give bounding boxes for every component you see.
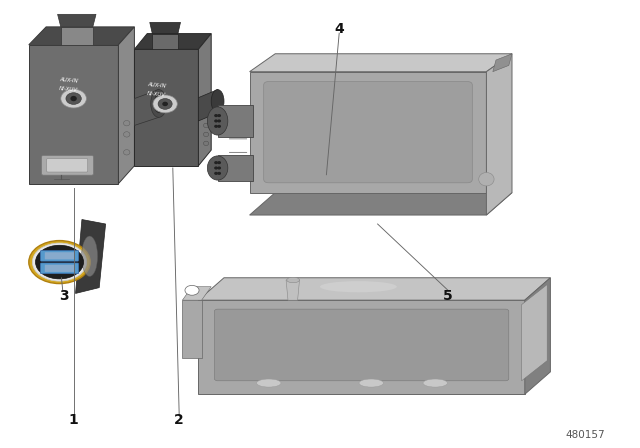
FancyBboxPatch shape — [45, 265, 74, 272]
Ellipse shape — [217, 120, 221, 123]
Ellipse shape — [124, 150, 130, 155]
Ellipse shape — [82, 236, 98, 276]
Ellipse shape — [204, 141, 209, 146]
Text: 480157: 480157 — [566, 431, 605, 440]
Ellipse shape — [61, 89, 86, 108]
Ellipse shape — [207, 156, 228, 180]
Polygon shape — [198, 34, 211, 166]
Ellipse shape — [154, 95, 163, 112]
Polygon shape — [250, 72, 486, 193]
Polygon shape — [486, 54, 512, 215]
Ellipse shape — [287, 277, 300, 283]
Polygon shape — [58, 14, 96, 27]
Polygon shape — [493, 54, 512, 72]
Text: 4: 4 — [334, 22, 344, 36]
Polygon shape — [525, 278, 550, 394]
Ellipse shape — [153, 95, 177, 113]
FancyBboxPatch shape — [47, 159, 88, 172]
Ellipse shape — [158, 99, 172, 109]
Polygon shape — [29, 27, 134, 45]
Ellipse shape — [207, 107, 228, 135]
Ellipse shape — [163, 102, 168, 106]
Ellipse shape — [29, 241, 90, 284]
Text: NI-XUV: NI-XUV — [59, 86, 78, 93]
Polygon shape — [29, 45, 118, 184]
Ellipse shape — [217, 161, 221, 164]
Polygon shape — [182, 287, 211, 300]
Ellipse shape — [217, 125, 221, 128]
Ellipse shape — [66, 93, 81, 104]
Ellipse shape — [151, 90, 166, 117]
Polygon shape — [198, 90, 218, 121]
Polygon shape — [152, 34, 178, 49]
Text: 2: 2 — [174, 413, 184, 427]
Polygon shape — [61, 27, 93, 45]
Ellipse shape — [320, 281, 397, 293]
Ellipse shape — [359, 379, 383, 387]
Polygon shape — [182, 300, 202, 358]
Ellipse shape — [32, 243, 87, 281]
Ellipse shape — [185, 285, 199, 295]
Ellipse shape — [217, 167, 221, 169]
Polygon shape — [218, 105, 253, 137]
Polygon shape — [134, 90, 159, 125]
Polygon shape — [76, 220, 106, 293]
Text: AUX-IN: AUX-IN — [147, 82, 166, 88]
Ellipse shape — [214, 172, 218, 175]
Ellipse shape — [214, 114, 218, 117]
FancyBboxPatch shape — [264, 82, 472, 183]
Ellipse shape — [479, 172, 494, 186]
Text: 3: 3 — [59, 289, 69, 303]
Polygon shape — [250, 54, 512, 72]
Polygon shape — [218, 155, 253, 181]
Polygon shape — [134, 34, 211, 49]
Ellipse shape — [204, 123, 209, 128]
Ellipse shape — [257, 379, 281, 387]
FancyBboxPatch shape — [40, 250, 79, 261]
Ellipse shape — [423, 379, 447, 387]
Polygon shape — [522, 284, 547, 381]
Ellipse shape — [214, 161, 218, 164]
Ellipse shape — [214, 125, 218, 128]
Text: AUX-IN: AUX-IN — [59, 78, 78, 84]
Ellipse shape — [217, 172, 221, 175]
Polygon shape — [286, 280, 300, 300]
Polygon shape — [134, 49, 198, 166]
Polygon shape — [250, 193, 512, 215]
Ellipse shape — [214, 167, 218, 169]
Ellipse shape — [124, 121, 130, 126]
FancyBboxPatch shape — [45, 252, 74, 259]
Ellipse shape — [214, 120, 218, 123]
Ellipse shape — [204, 132, 209, 137]
FancyBboxPatch shape — [40, 263, 79, 274]
Ellipse shape — [217, 114, 221, 117]
Polygon shape — [150, 22, 180, 34]
Polygon shape — [118, 27, 134, 184]
Text: NI-XUV: NI-XUV — [147, 91, 166, 97]
Polygon shape — [198, 278, 550, 300]
Ellipse shape — [124, 132, 130, 137]
Ellipse shape — [211, 90, 224, 113]
FancyBboxPatch shape — [42, 155, 93, 175]
FancyBboxPatch shape — [214, 309, 509, 381]
Polygon shape — [198, 300, 525, 394]
Ellipse shape — [35, 246, 83, 279]
Text: 1: 1 — [68, 413, 79, 427]
Ellipse shape — [70, 96, 77, 101]
Text: 5: 5 — [443, 289, 453, 303]
